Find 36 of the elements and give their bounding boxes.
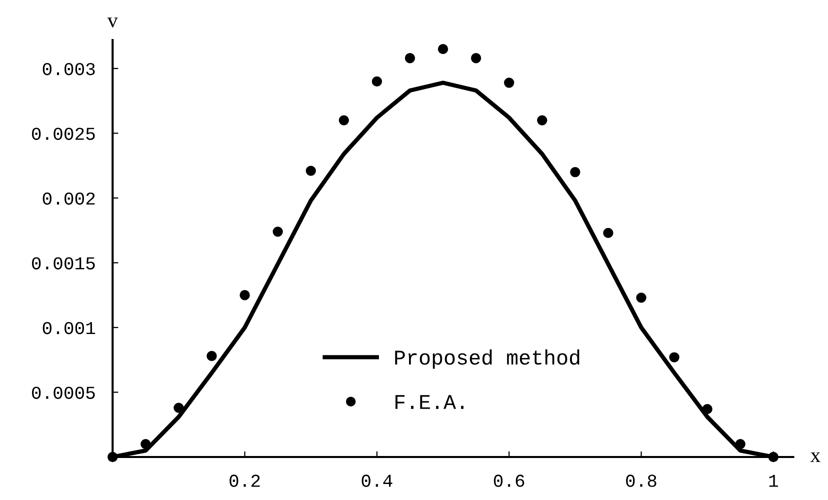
point <box>504 78 514 88</box>
point <box>174 402 184 413</box>
x-tick-label: 0.6 <box>494 474 524 487</box>
x-tick-label: 0.2 <box>230 474 260 487</box>
y-axis-title: v <box>107 18 118 28</box>
x-axis-title: x <box>810 452 820 462</box>
y-tick-label: 0.0025 <box>32 128 95 140</box>
x-tick-label: 0.8 <box>626 474 656 487</box>
point <box>636 292 646 303</box>
x-tick-label: 1 <box>769 474 778 487</box>
legend-label: Proposed method <box>395 349 580 369</box>
point <box>702 404 712 414</box>
point <box>735 438 746 450</box>
point <box>768 452 778 462</box>
y-tick-label: 0.002 <box>42 192 95 205</box>
y-tick-label: 0.001 <box>42 322 96 334</box>
point <box>570 167 580 178</box>
point <box>272 226 283 237</box>
point <box>537 115 548 126</box>
y-tick-label: 0.0015 <box>32 257 95 270</box>
point <box>140 438 151 450</box>
x-tick-label: 0.4 <box>362 474 392 487</box>
point <box>108 452 118 462</box>
point <box>404 53 416 64</box>
point <box>306 166 316 176</box>
y-tick-label: 0.003 <box>42 62 95 76</box>
point <box>206 350 217 362</box>
y-tick-label: 0.0005 <box>32 386 95 399</box>
point <box>438 44 448 54</box>
point <box>669 352 680 362</box>
point <box>338 115 349 126</box>
point <box>470 53 482 64</box>
point <box>603 228 614 238</box>
legend-label: F.E.A. <box>395 395 464 409</box>
point <box>372 76 382 87</box>
point <box>240 290 250 300</box>
